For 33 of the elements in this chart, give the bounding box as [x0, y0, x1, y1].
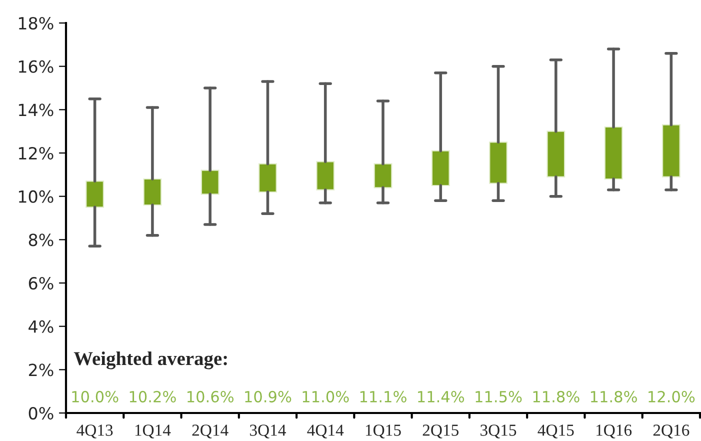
text: 10.9% [245, 390, 292, 402]
y-tick-label: 16% [18, 60, 54, 73]
x-tick-label: 1Q15 [366, 424, 401, 438]
text: 11.5% [476, 390, 522, 402]
y-tick-label: 18% [18, 16, 54, 30]
y-tick-label: 14% [18, 104, 54, 116]
x-tick-label: 3Q15 [480, 424, 516, 438]
x-tick-label: 1Q14 [135, 424, 171, 438]
x-tick-label: 4Q13 [76, 424, 113, 438]
x-tick-label: 2Q15 [422, 424, 459, 438]
text: 11.8% [590, 390, 637, 402]
text: 10.2% [130, 390, 176, 402]
text: 10.6% [188, 390, 234, 402]
y-tick-label: 12% [18, 146, 54, 160]
y-tick-label: 4% [28, 320, 54, 333]
y-tick-label: 10% [18, 190, 54, 203]
x-tick-label: 1Q16 [596, 424, 632, 438]
text: 12.0% [648, 390, 695, 402]
x-tick-label: 2Q14 [192, 424, 228, 438]
x-tick-label: 3Q14 [250, 424, 286, 438]
text: 11.8% [533, 390, 580, 402]
text: 11.0% [302, 390, 349, 402]
y-tick-label: 2% [28, 364, 54, 376]
annotation: Weighted average: [74, 351, 227, 370]
y-tick-label: 0% [28, 406, 54, 420]
text: 11.1% [360, 390, 406, 402]
x-tick-label: 4Q14 [307, 424, 344, 438]
x-tick-label: 4Q15 [538, 424, 574, 438]
text: 10.0% [72, 390, 118, 402]
text: 11.4% [418, 390, 464, 402]
y-tick-label: 8% [28, 234, 54, 246]
y-tick-label: 6% [28, 276, 54, 290]
x-tick-label: 2Q16 [653, 424, 690, 438]
